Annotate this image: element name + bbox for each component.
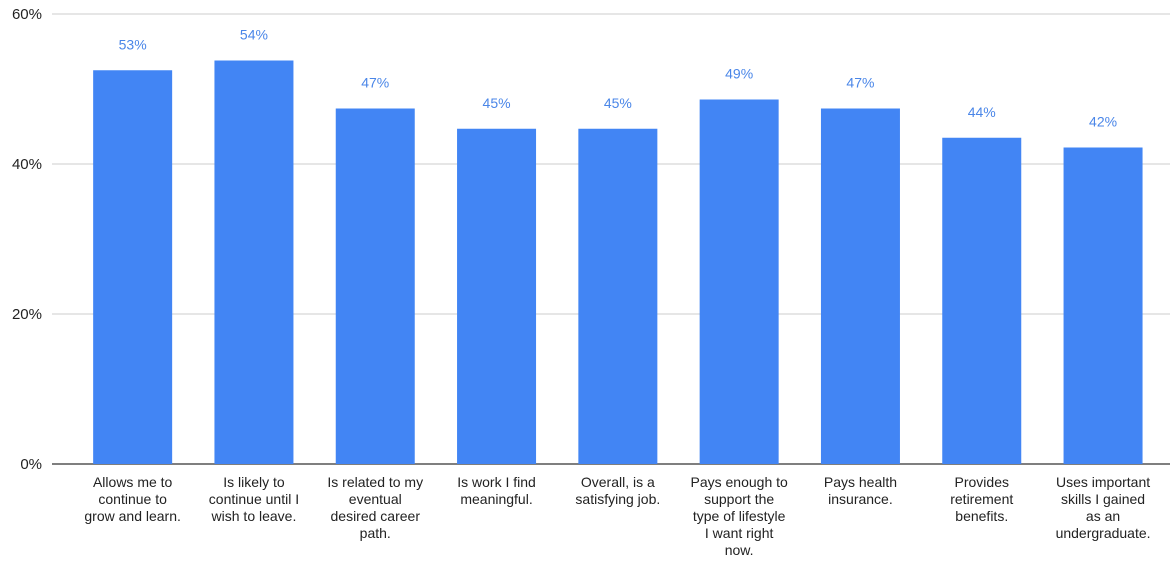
category-label: skills I gained [1061, 491, 1145, 507]
data-label: 47% [846, 75, 874, 91]
category-label: support the [704, 491, 774, 507]
category-label: Is related to my [327, 474, 423, 490]
bar [578, 128, 658, 464]
category-label: Allows me to [93, 474, 173, 490]
y-tick-label: 0% [20, 456, 42, 473]
data-label: 49% [725, 66, 753, 82]
category-label: grow and learn. [84, 508, 181, 524]
category-label: Pays enough to [691, 474, 789, 490]
data-label: 45% [483, 95, 511, 111]
category-label: continue until I [209, 491, 299, 507]
category-label: type of lifestyle [693, 508, 786, 524]
category-label: continue to [98, 491, 167, 507]
data-label: 53% [119, 36, 147, 52]
category-label: benefits. [955, 508, 1008, 524]
bar [820, 108, 900, 464]
y-tick-label: 40% [12, 156, 42, 173]
bar [457, 128, 537, 464]
data-label: 45% [604, 95, 632, 111]
data-label: 42% [1089, 114, 1117, 130]
category-label: I want right [705, 525, 774, 541]
bar [699, 99, 779, 464]
category-label: now. [725, 542, 754, 558]
data-label: 47% [361, 75, 389, 91]
bar [1063, 147, 1143, 464]
bar [214, 60, 294, 464]
category-label: satisfying job. [575, 491, 660, 507]
category-label: Pays health [824, 474, 897, 490]
bar [335, 108, 415, 464]
y-tick-label: 20% [12, 306, 42, 323]
category-label: wish to leave. [211, 508, 297, 524]
data-label: 54% [240, 27, 268, 43]
category-label: as an [1086, 508, 1120, 524]
category-label: retirement [950, 491, 1013, 507]
data-label: 44% [968, 104, 996, 120]
category-label: desired career [331, 508, 421, 524]
category-label: meaningful. [460, 491, 532, 507]
category-label: Is likely to [223, 474, 285, 490]
y-tick-label: 60% [12, 6, 42, 23]
bar [93, 70, 173, 464]
category-label: Is work I find [457, 474, 536, 490]
bar [942, 137, 1022, 464]
category-label: undergraduate. [1056, 525, 1151, 541]
category-label: Uses important [1056, 474, 1150, 490]
category-label: Provides [955, 474, 1009, 490]
category-label: eventual [349, 491, 402, 507]
category-label: Overall, is a [581, 474, 655, 490]
category-label: path. [360, 525, 391, 541]
category-label: insurance. [828, 491, 893, 507]
